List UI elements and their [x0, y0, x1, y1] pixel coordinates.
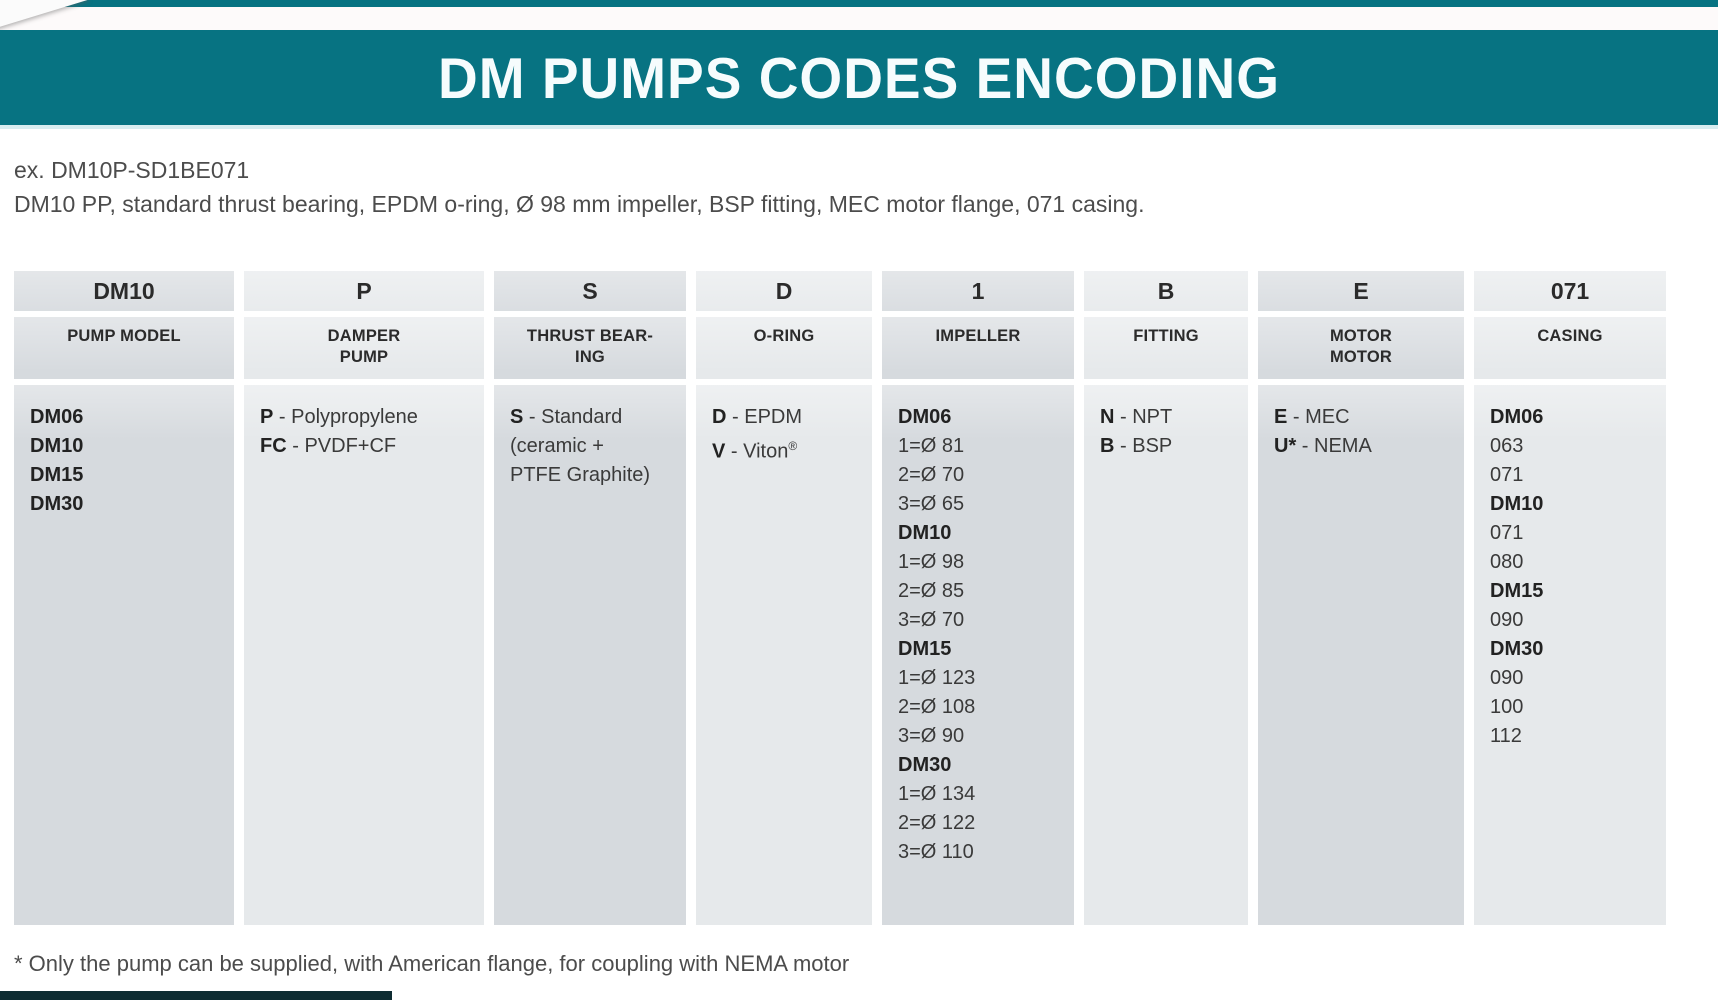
body-line: S - Standard: [510, 406, 623, 428]
table-column: D O-RING D - EPDM V - Viton®: [696, 271, 872, 925]
footnote: * Only the pump can be supplied, with Am…: [14, 951, 850, 976]
body-line: 1=Ø 134: [898, 783, 976, 805]
column-code: B: [1084, 271, 1248, 311]
codes-table: DM10 PUMP MODEL DM06 DM10 DM15 DM30 P DAMPE…: [14, 271, 1718, 925]
body-line: 2=Ø 85: [898, 580, 965, 602]
table-column: P DAMPER PUMP P - Polypropylene FC - PVDF…: [244, 271, 484, 925]
column-body: S - Standard (ceramic + PTFE Graphite): [494, 385, 686, 925]
body-line: U* - NEMA: [1274, 435, 1372, 457]
column-body: D - EPDM V - Viton®: [696, 385, 872, 925]
body-line: 3=Ø 65: [898, 493, 965, 515]
body-line: D - EPDM: [712, 406, 803, 428]
column-code: S: [494, 271, 686, 311]
column-label: PUMP MODEL: [14, 317, 234, 379]
column-label: FITTING: [1084, 317, 1248, 379]
body-line: 100: [1490, 696, 1524, 718]
column-body: DM06 DM10 DM15 DM30: [14, 385, 234, 925]
column-body: P - Polypropylene FC - PVDF+CF: [244, 385, 484, 925]
table-column: B FITTING N - NPT B - BSP: [1084, 271, 1248, 925]
body-line: 3=Ø 70: [898, 609, 965, 631]
body-line: DM10: [1490, 493, 1544, 515]
table-column: 1 IMPELLER DM06 1=Ø 81 2=Ø 70 3=Ø 65 DM10 1=Ø…: [882, 271, 1074, 925]
column-label: MOTOR MOTOR: [1258, 317, 1464, 379]
body-line: DM06: [30, 406, 84, 428]
top-teal-line: [40, 0, 1718, 7]
column-code: 1: [882, 271, 1074, 311]
body-line: 2=Ø 70: [898, 464, 965, 486]
body-line: DM06: [1490, 406, 1544, 428]
body-line: 063: [1490, 435, 1524, 457]
body-line: FC - PVDF+CF: [260, 435, 397, 457]
column-label: DAMPER PUMP: [244, 317, 484, 379]
body-line: DM30: [898, 754, 952, 776]
column-code: D: [696, 271, 872, 311]
table-column: E MOTOR MOTOR E - MEC U* - NEMA: [1258, 271, 1464, 925]
body-line: 1=Ø 98: [898, 551, 965, 573]
column-label: IMPELLER: [882, 317, 1074, 379]
body-line: DM15: [1490, 580, 1544, 602]
column-body: N - NPT B - BSP: [1084, 385, 1248, 925]
column-label: THRUST BEAR- ING: [494, 317, 686, 379]
body-line: 2=Ø 122: [898, 812, 976, 834]
body-line: B - BSP: [1100, 435, 1173, 457]
body-line: DM30: [30, 493, 84, 515]
body-line: PTFE Graphite): [510, 464, 651, 486]
body-line: 3=Ø 90: [898, 725, 965, 747]
body-line: 3=Ø 110: [898, 841, 974, 863]
page-top-strip: [0, 0, 1718, 30]
column-code: P: [244, 271, 484, 311]
table-column: DM10 PUMP MODEL DM06 DM10 DM15 DM30: [14, 271, 234, 925]
column-body: E - MEC U* - NEMA: [1258, 385, 1464, 925]
bottom-edge-bar: [0, 991, 392, 1000]
body-line: DM15: [30, 464, 84, 486]
body-line: V - Viton®: [712, 439, 798, 463]
body-line: 071: [1490, 464, 1524, 486]
column-code: 071: [1474, 271, 1666, 311]
body-line: DM06: [898, 406, 952, 428]
body-line: 2=Ø 108: [898, 696, 976, 718]
body-line: 112: [1490, 725, 1522, 747]
column-label: CASING: [1474, 317, 1666, 379]
column-body: DM06 1=Ø 81 2=Ø 70 3=Ø 65 DM10 1=Ø 98 2=Ø 85 3=…: [882, 385, 1074, 925]
body-line: 1=Ø 81: [898, 435, 965, 457]
example-block: ex. DM10P-SD1BE071 DM10 PP, standard thr…: [14, 153, 1718, 221]
column-code: E: [1258, 271, 1464, 311]
column-body: DM06 063 071 DM10 071 080 DM15 090 DM30 090 100 112: [1474, 385, 1666, 925]
title-banner: DM PUMPS CODES ENCODING: [0, 30, 1718, 129]
column-label: O-RING: [696, 317, 872, 379]
body-line: DM10: [30, 435, 84, 457]
body-line: E - MEC: [1274, 406, 1350, 428]
body-line: (ceramic +: [510, 435, 604, 457]
table-column: 071 CASING DM06 063 071 DM10 071 080 DM15 090 DM…: [1474, 271, 1666, 925]
body-line: 090: [1490, 609, 1524, 631]
body-line: N - NPT: [1100, 406, 1173, 428]
body-line: DM15: [898, 638, 952, 660]
body-line: 1=Ø 123: [898, 667, 976, 689]
example-description-line: DM10 PP, standard thrust bearing, EPDM o…: [14, 191, 1145, 217]
page-title: DM PUMPS CODES ENCODING: [438, 45, 1280, 110]
body-line: P - Polypropylene: [260, 406, 418, 428]
table-column: S THRUST BEAR- ING S - Standard (ceramic …: [494, 271, 686, 925]
body-line: DM10: [898, 522, 952, 544]
body-line: 080: [1490, 551, 1524, 573]
column-code: DM10: [14, 271, 234, 311]
body-line: 071: [1490, 522, 1524, 544]
body-line: 090: [1490, 667, 1524, 689]
body-line: DM30: [1490, 638, 1544, 660]
example-code-line: ex. DM10P-SD1BE071: [14, 157, 250, 183]
